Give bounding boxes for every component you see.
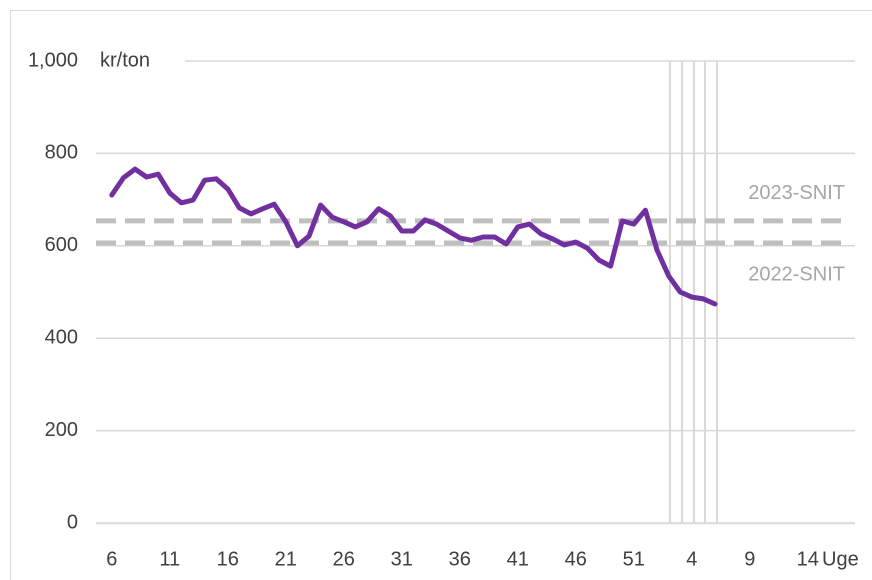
x-tick-label: 51 bbox=[623, 548, 645, 570]
x-tick-label: 14 bbox=[797, 548, 819, 570]
x-tick-label: 11 bbox=[159, 548, 180, 570]
reference-label: 2023-SNIT bbox=[748, 182, 845, 204]
highlight-lines bbox=[669, 61, 718, 523]
y-axis-label: kr/ton bbox=[100, 49, 150, 71]
x-axis-label: Uge bbox=[822, 548, 859, 570]
data-line bbox=[109, 166, 718, 307]
y-tick-label: 0 bbox=[67, 511, 78, 533]
x-tick-label: 6 bbox=[106, 548, 117, 570]
x-tick-label: 21 bbox=[275, 548, 297, 570]
x-tick-label: 16 bbox=[217, 548, 239, 570]
reference-label: 2022-SNIT bbox=[748, 263, 845, 285]
x-tick-label: 31 bbox=[391, 548, 413, 570]
y-tick-label: 600 bbox=[45, 234, 78, 256]
x-tick-label: 4 bbox=[686, 548, 697, 570]
x-tick-label: 26 bbox=[333, 548, 355, 570]
x-tick-label: 46 bbox=[565, 548, 587, 570]
x-tick-label: 36 bbox=[449, 548, 471, 570]
x-tick-label: 9 bbox=[744, 548, 755, 570]
y-tick-label: 400 bbox=[45, 326, 78, 348]
y-tick-label: 1,000 bbox=[28, 49, 78, 71]
chart-frame bbox=[10, 10, 872, 580]
x-tick-label: 41 bbox=[507, 548, 529, 570]
y-tick-label: 800 bbox=[45, 142, 78, 164]
y-tick-label: 200 bbox=[45, 419, 78, 441]
